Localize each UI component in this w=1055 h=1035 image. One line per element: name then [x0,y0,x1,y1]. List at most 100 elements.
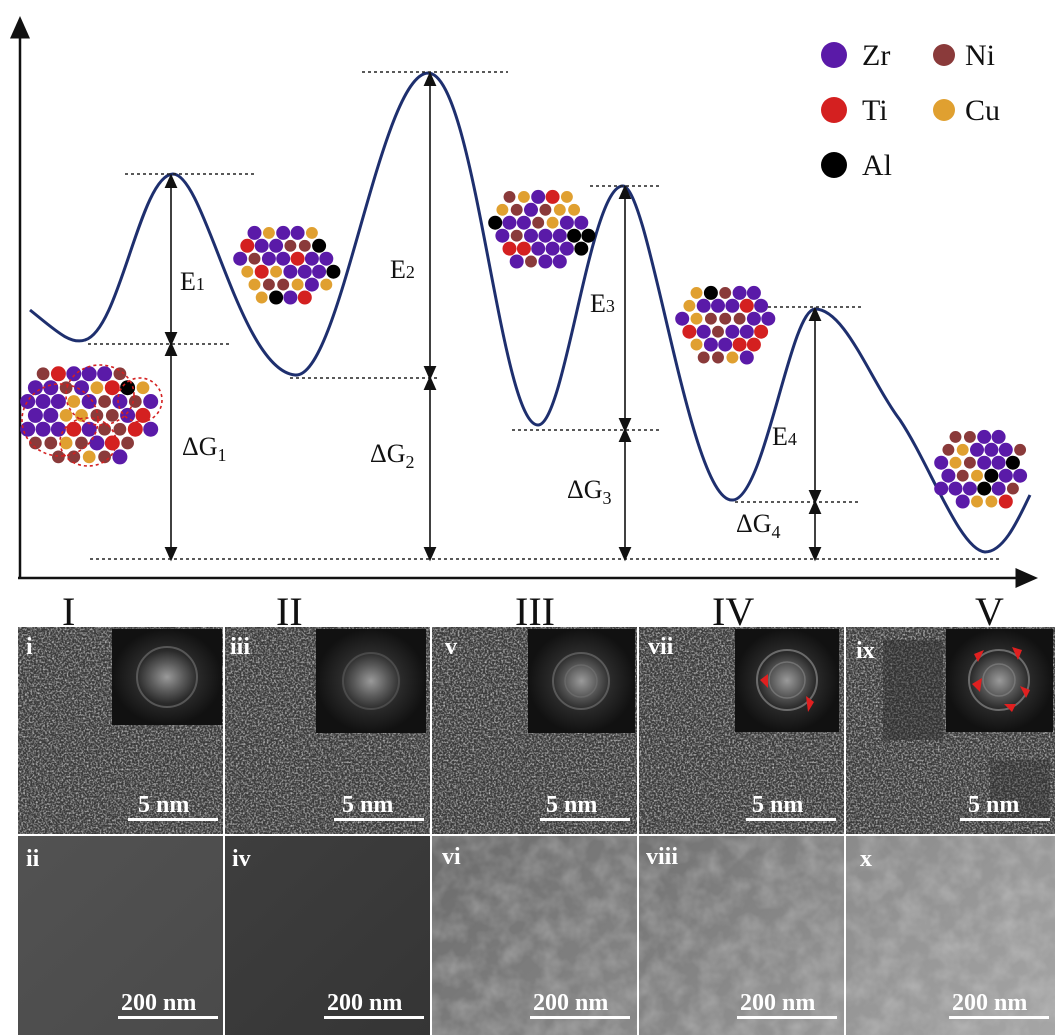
sem-scale-bar-5 [949,1016,1049,1019]
label-e1: E1 [180,267,205,296]
energy-arrows [164,71,822,562]
atom-zr [297,264,312,279]
hrtem-scale-bar-2 [334,818,424,821]
hrtem-scale-label-4: 5 nm [752,792,803,818]
atom-ni [29,436,42,450]
atom-ti [290,251,305,266]
sem-panel-label-x: x [860,846,872,872]
atom-zr [283,290,298,305]
atom-ni [121,436,134,450]
atom-zr [559,241,574,256]
diffraction-marker-arrow [806,696,814,712]
atom-ni [532,216,545,229]
atom-zr [233,251,248,266]
atom-cu [248,278,261,291]
atom-al [977,481,992,496]
atom-al [326,264,341,279]
atom-cu [262,226,275,239]
atom-cu [517,190,530,203]
diffraction-marker-arrow [974,650,984,662]
atom-cu [690,312,703,325]
atom-zr [304,277,319,292]
hrtem-panel-label-vii: vii [648,634,674,660]
atom-zr [50,394,66,409]
atom-ti [739,298,754,313]
stage-label-v: V [975,589,1004,634]
atom-cu [136,381,150,395]
atom-cu [956,443,969,456]
atom-ti [732,337,747,352]
atom-zr [43,380,59,396]
atom-clusters [20,189,1028,509]
atom-zr [524,202,538,217]
atom-zr [962,481,977,496]
atom-zr [552,254,567,269]
atom-zr [991,455,1006,470]
atom-zr [984,442,999,457]
atom-zr [675,311,690,326]
atom-zr [545,241,560,256]
atom-al [581,228,596,243]
atom-zr [81,394,97,409]
atom-ni [113,422,127,436]
sem-scale-label-4: 200 nm [740,990,815,1016]
atom-zr [304,251,319,266]
atom-zr [538,228,553,243]
atom-cu [690,286,703,299]
atom-zr [254,238,269,253]
sem-scale-label-2: 200 nm [327,990,402,1016]
atom-zr [977,429,992,444]
atom-zr [89,435,105,451]
atom-cu [568,203,581,216]
label-e3: E3 [590,289,615,318]
atom-ni [75,436,88,450]
diffraction-marker-arrow [972,678,982,692]
fft-inset-vii [735,629,839,732]
cluster-stage-ii [233,225,341,305]
atom-zr [754,298,769,313]
atom-ti [746,337,761,352]
legend-ni-label: Ni [965,39,995,72]
atom-ni [956,469,969,482]
atom-cu [90,381,104,395]
label-g4: ΔG4 [736,509,781,542]
atom-zr [112,394,128,409]
atom-ni [942,443,955,456]
atom-cu [291,278,304,291]
atom-ni [697,351,710,364]
atom-cu [59,409,73,422]
atom-zr [50,421,66,437]
legend-cu-marker [933,99,955,121]
atom-ni [248,252,261,265]
legend-ti-label: Ti [862,94,888,127]
atom-zr [269,238,284,253]
sem-scale-bar-4 [737,1016,837,1019]
atom-ni [98,450,111,464]
sem-scale-label-5: 200 nm [952,990,1027,1016]
stage-label-ii: II [276,589,303,634]
atom-ti [297,290,312,305]
atom-cu [305,226,318,239]
atom-zr [955,494,970,509]
hrtem-panel-label-ix: ix [856,638,875,664]
cluster-stage-v [934,429,1028,509]
atom-zr [732,285,747,300]
atom-zr [35,394,51,409]
hrtem-dividers [223,627,846,834]
atom-zr [739,324,754,339]
legend-al-marker [821,152,847,178]
cluster-i-outlines [21,364,163,467]
atom-zr [531,241,546,256]
atom-zr [718,337,733,352]
atom-zr [276,225,291,240]
atom-zr [696,298,711,313]
atom-zr [725,324,740,339]
sem-panel-label-viii: viii [646,844,678,870]
atom-zr [934,481,949,496]
atom-ni [510,203,523,216]
atom-cu [971,469,983,482]
atom-zr [739,350,754,365]
atom-zr [290,225,305,240]
label-g1: ΔG1 [182,432,227,465]
atom-zr [761,311,776,326]
